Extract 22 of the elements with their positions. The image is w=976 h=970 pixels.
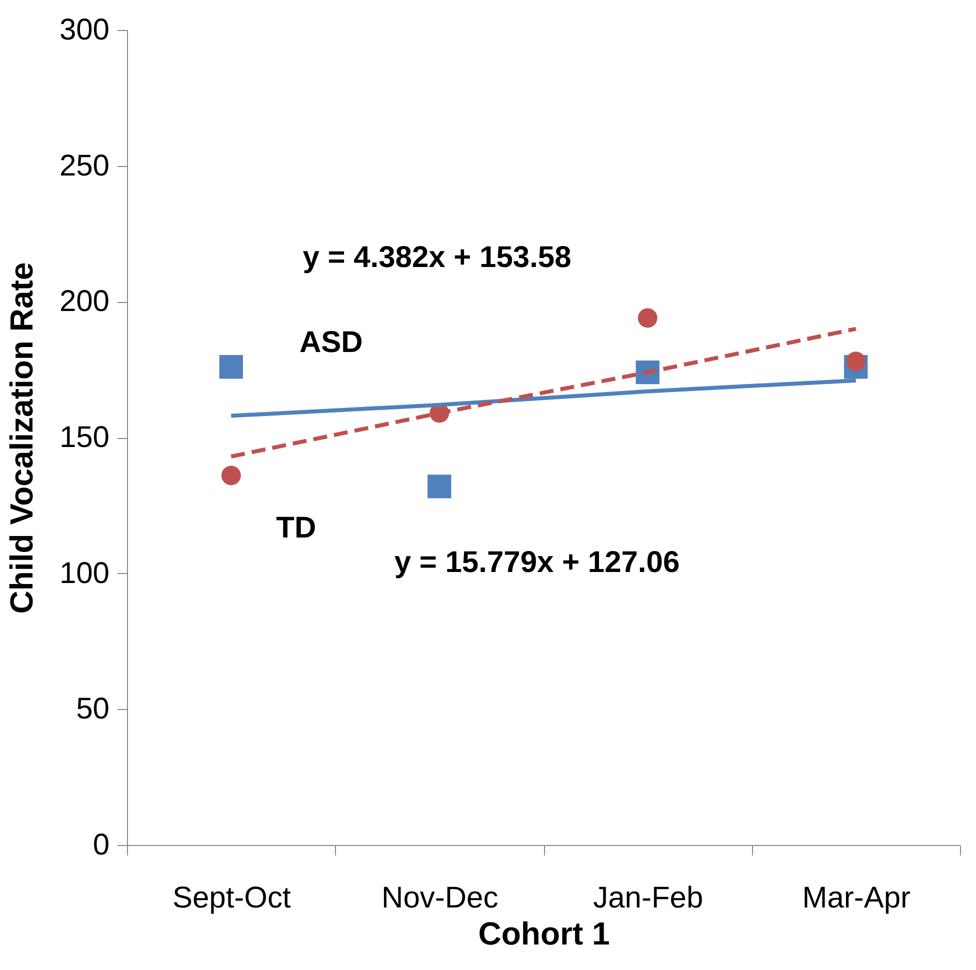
line-series: [229, 326, 858, 459]
y-tick-label: 200: [59, 285, 110, 318]
point: [219, 355, 243, 379]
y-tick-label: 300: [59, 14, 110, 46]
point: [428, 474, 452, 498]
x-axis-title: Cohort 1: [478, 916, 610, 952]
y-axis-title: Child Vocalization Rate: [3, 262, 40, 614]
x-tick-label: Sept-Oct: [172, 882, 292, 914]
annotation: y = 4.382x + 153.58: [302, 241, 572, 274]
point: [638, 308, 658, 328]
y-tick-label: 250: [59, 149, 110, 182]
series-label: TD: [276, 512, 316, 545]
x-tick-label: Mar-Apr: [802, 882, 911, 914]
annotation: y = 15.779x + 127.06: [394, 546, 680, 579]
x-tick-label: Nov-Dec: [382, 882, 498, 914]
y-tick-label: 100: [59, 556, 110, 590]
y-tick-label: 150: [59, 421, 110, 454]
y-tick-label: 0: [92, 828, 110, 862]
series-label: ASD: [299, 326, 363, 359]
x-tick-label: Jan-Feb: [593, 882, 704, 914]
y-tick-label: 50: [76, 692, 110, 726]
point: [221, 466, 241, 486]
